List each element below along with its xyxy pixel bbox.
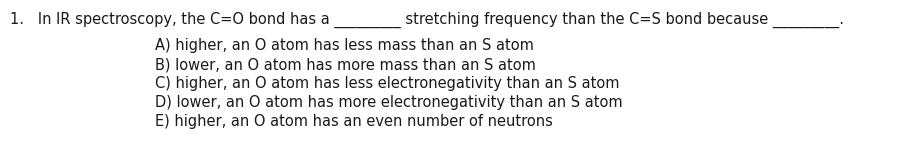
Text: C) higher, an O atom has less electronegativity than an S atom: C) higher, an O atom has less electroneg… [154,76,619,91]
Text: E) higher, an O atom has an even number of neutrons: E) higher, an O atom has an even number … [154,114,553,129]
Text: 1.   In IR spectroscopy, the C=O bond has a _________ stretching frequency than : 1. In IR spectroscopy, the C=O bond has … [10,12,843,28]
Text: B) lower, an O atom has more mass than an S atom: B) lower, an O atom has more mass than a… [154,57,535,72]
Text: D) lower, an O atom has more electronegativity than an S atom: D) lower, an O atom has more electronega… [154,95,622,110]
Text: A) higher, an O atom has less mass than an S atom: A) higher, an O atom has less mass than … [154,38,534,53]
